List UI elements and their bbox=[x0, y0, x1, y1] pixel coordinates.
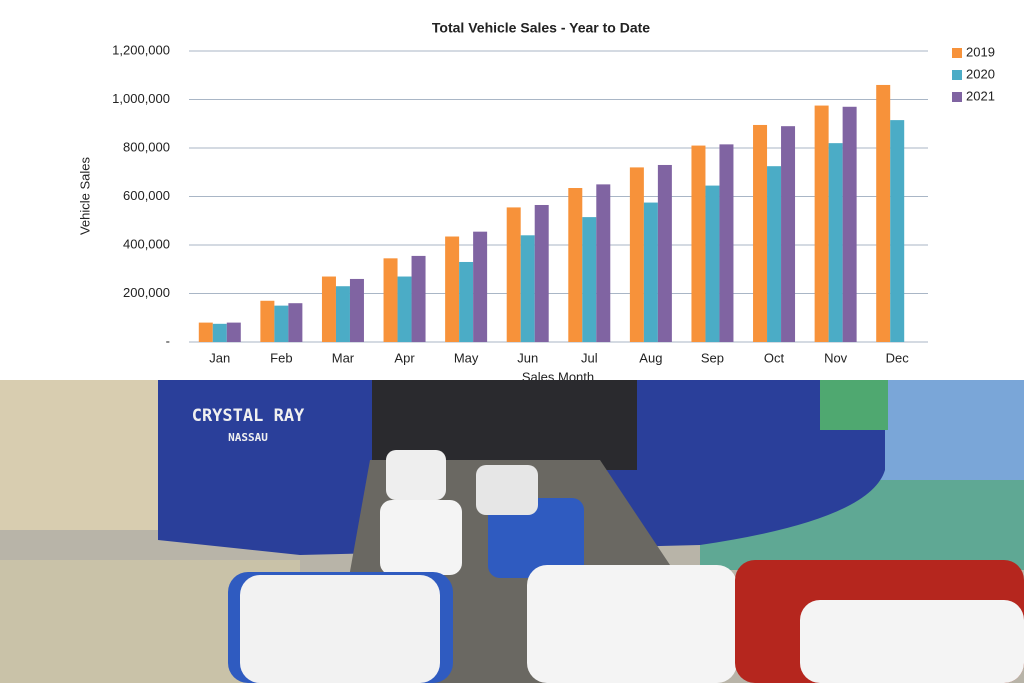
plot: - 200,000 400,000 600,000 800,000 1,000,000 1,… bbox=[112, 42, 995, 365]
x-tick-label: Mar bbox=[332, 350, 355, 365]
photo: CRYSTAL RAY NASSAU bbox=[0, 380, 1024, 683]
bar bbox=[582, 217, 597, 342]
bar bbox=[568, 188, 583, 342]
bar bbox=[260, 300, 275, 342]
y-tick-label: 1,200,000 bbox=[112, 42, 170, 57]
bar bbox=[383, 258, 398, 342]
x-tick-label: Sep bbox=[701, 350, 724, 365]
bar bbox=[506, 207, 521, 342]
bar bbox=[473, 231, 488, 342]
bar bbox=[781, 126, 796, 342]
x-tick-label: Apr bbox=[394, 350, 415, 365]
y-axis-label: Vehicle Sales bbox=[77, 156, 92, 235]
bar bbox=[288, 303, 303, 342]
bar bbox=[753, 124, 768, 343]
bar bbox=[657, 164, 672, 342]
x-tick-label: Oct bbox=[764, 350, 785, 365]
y-tick-label: 800,000 bbox=[123, 139, 170, 154]
legend-swatch bbox=[952, 48, 962, 58]
x-tick-label: Jul bbox=[581, 350, 598, 365]
bar bbox=[534, 204, 549, 342]
legend-swatch bbox=[952, 70, 962, 80]
x-tick-label: Aug bbox=[639, 350, 662, 365]
bar bbox=[274, 305, 289, 342]
legend-label: 2021 bbox=[966, 88, 995, 103]
bar bbox=[520, 235, 535, 342]
bar bbox=[767, 166, 782, 342]
y-tick-label: 1,000,000 bbox=[112, 91, 170, 106]
sky bbox=[880, 380, 1024, 480]
x-tick-label: Nov bbox=[824, 350, 848, 365]
ship-name: CRYSTAL RAY bbox=[192, 406, 305, 426]
legend-swatch bbox=[952, 92, 962, 102]
x-tick-label: May bbox=[454, 350, 479, 365]
bar bbox=[629, 167, 644, 342]
y-tick-label: 600,000 bbox=[123, 188, 170, 203]
y-tick-label: 400,000 bbox=[123, 236, 170, 251]
bar bbox=[890, 120, 905, 342]
bar bbox=[814, 105, 829, 342]
bar bbox=[596, 184, 611, 342]
bar bbox=[842, 106, 857, 343]
bar bbox=[876, 84, 891, 342]
bar bbox=[459, 261, 474, 342]
bar bbox=[212, 323, 227, 342]
bar bbox=[198, 322, 213, 342]
bar bbox=[445, 236, 460, 342]
bar bbox=[691, 145, 706, 342]
ship-port: NASSAU bbox=[228, 431, 268, 444]
legend-label: 2019 bbox=[966, 44, 995, 59]
bar bbox=[335, 286, 350, 342]
chart-title: Total Vehicle Sales - Year to Date bbox=[432, 20, 650, 36]
bar bbox=[349, 278, 364, 342]
bar bbox=[226, 322, 241, 342]
ship-stripe bbox=[820, 380, 888, 430]
cars bbox=[228, 450, 1024, 683]
bar bbox=[705, 185, 720, 342]
x-tick-label: Dec bbox=[886, 350, 910, 365]
legend-label: 2020 bbox=[966, 66, 995, 81]
quay-building bbox=[0, 380, 160, 530]
x-tick-label: Jun bbox=[517, 350, 538, 365]
x-tick-label: Jan bbox=[209, 350, 230, 365]
bar bbox=[397, 276, 412, 342]
x-tick-label: Feb bbox=[270, 350, 292, 365]
bar bbox=[321, 276, 336, 342]
bar bbox=[719, 144, 734, 342]
bar bbox=[411, 255, 426, 342]
bar bbox=[643, 202, 658, 342]
y-tick-label: - bbox=[166, 333, 170, 348]
bar bbox=[828, 143, 843, 342]
y-tick-label: 200,000 bbox=[123, 285, 170, 300]
